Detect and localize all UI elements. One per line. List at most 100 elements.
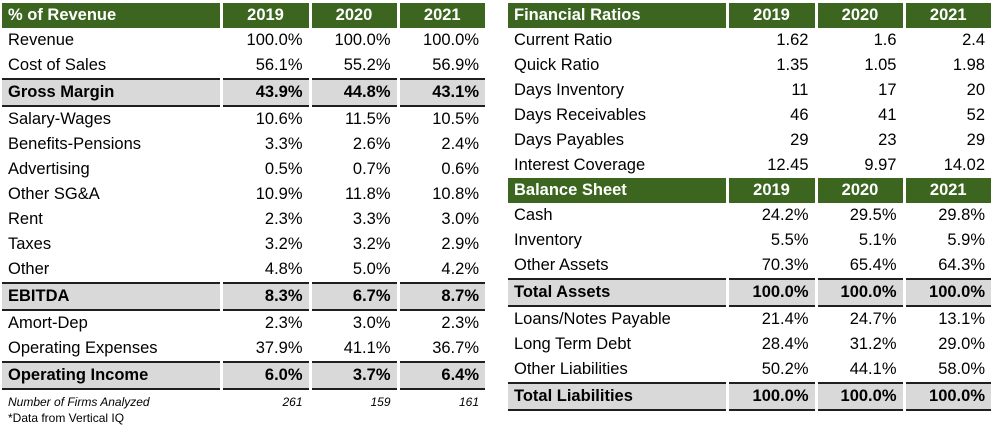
row-label: Rent bbox=[8, 210, 43, 228]
value-2020: 2.6% bbox=[308, 132, 398, 157]
value-2019: 1.62 bbox=[725, 28, 816, 53]
table-row: Other 4.8% 5.0% 4.2% bbox=[2, 257, 485, 283]
value-2020: 3.3% bbox=[308, 207, 398, 232]
value-2019: 2.3% bbox=[219, 310, 310, 336]
table-row: Cost of Sales 56.1% 55.2% 56.9% bbox=[2, 53, 485, 79]
firms-analyzed-2019: 261 bbox=[219, 389, 310, 412]
table-row: Loans/Notes Payable 21.4% 24.7% 13.1% bbox=[508, 306, 991, 332]
value-2019: 43.9% bbox=[219, 78, 310, 107]
value-2019: 37.9% bbox=[219, 336, 310, 362]
value-2019: 56.1% bbox=[219, 53, 310, 79]
value-2020: 41 bbox=[814, 103, 904, 128]
value-2020: 65.4% bbox=[814, 253, 904, 279]
table-row: Other SG&A 10.9% 11.8% 10.8% bbox=[2, 182, 485, 207]
row-label: Advertising bbox=[8, 160, 90, 178]
table-row: Revenue 100.0% 100.0% 100.0% bbox=[2, 28, 485, 53]
firms-analyzed-label: Number of Firms Analyzed bbox=[8, 395, 150, 409]
value-2019: 70.3% bbox=[725, 253, 816, 279]
total-row: Operating Income 6.0% 3.7% 6.4% bbox=[2, 361, 485, 390]
header-2021: 2021 bbox=[904, 3, 991, 28]
value-2021: 56.9% bbox=[396, 53, 485, 79]
value-2019: 100.0% bbox=[219, 28, 310, 53]
header-label: Balance Sheet bbox=[508, 178, 729, 203]
value-2021: 52 bbox=[902, 103, 991, 128]
ratios-table-header: Financial Ratios 2019 2020 2021 bbox=[508, 3, 991, 28]
value-2021: 1.98 bbox=[902, 53, 991, 78]
value-2020: 11.8% bbox=[308, 182, 398, 207]
revenue-percent-table: % of Revenue 2019 2020 2021 Revenue 100.0… bbox=[2, 3, 485, 412]
table-row: Benefits-Pensions 3.3% 2.6% 2.4% bbox=[2, 132, 485, 157]
value-2019: 4.8% bbox=[219, 257, 310, 283]
row-label: Quick Ratio bbox=[514, 56, 600, 74]
value-2020: 6.7% bbox=[308, 282, 398, 311]
value-2020: 100.0% bbox=[814, 278, 904, 307]
value-2019: 8.3% bbox=[219, 282, 310, 311]
value-2021: 29.0% bbox=[902, 332, 991, 357]
row-label: Other bbox=[8, 260, 50, 278]
row-label: Cost of Sales bbox=[8, 56, 107, 74]
value-2021: 3.0% bbox=[396, 207, 485, 232]
row-label: Operating Income bbox=[2, 361, 221, 390]
value-2020: 29.5% bbox=[814, 203, 904, 228]
ratios-and-balance-table: Financial Ratios 2019 2020 2021 Current … bbox=[508, 3, 991, 411]
value-2021: 20 bbox=[902, 78, 991, 103]
table-row: Days Inventory 11 17 20 bbox=[508, 78, 991, 103]
value-2021: 6.4% bbox=[396, 361, 485, 390]
table-row: Advertising 0.5% 0.7% 0.6% bbox=[2, 157, 485, 182]
table-row: Taxes 3.2% 3.2% 2.9% bbox=[2, 232, 485, 257]
value-2019: 24.2% bbox=[725, 203, 816, 228]
value-2019: 0.5% bbox=[219, 157, 310, 182]
row-label: Revenue bbox=[8, 31, 75, 49]
row-label: Salary-Wages bbox=[8, 110, 112, 128]
value-2020: 3.2% bbox=[308, 232, 398, 257]
value-2021: 2.4% bbox=[396, 132, 485, 157]
header-2021: 2021 bbox=[398, 3, 485, 28]
value-2021: 58.0% bbox=[902, 357, 991, 383]
value-2019: 5.5% bbox=[725, 228, 816, 253]
row-label: Days Payables bbox=[514, 131, 625, 149]
row-label: Long Term Debt bbox=[514, 335, 632, 353]
table-row: Interest Coverage 12.45 9.97 14.02 bbox=[508, 153, 991, 178]
firms-analyzed-2021: 161 bbox=[396, 389, 485, 412]
header-label: Financial Ratios bbox=[508, 3, 729, 28]
value-2020: 11.5% bbox=[308, 106, 398, 132]
header-2019: 2019 bbox=[727, 3, 818, 28]
row-label: Loans/Notes Payable bbox=[514, 310, 671, 328]
table-row: Inventory 5.5% 5.1% 5.9% bbox=[508, 228, 991, 253]
table-row: Cash 24.2% 29.5% 29.8% bbox=[508, 203, 991, 228]
value-2020: 100.0% bbox=[308, 28, 398, 53]
row-label: Other SG&A bbox=[8, 185, 100, 203]
row-label: Taxes bbox=[8, 235, 52, 253]
row-label: Other Liabilities bbox=[514, 360, 628, 378]
header-2021: 2021 bbox=[904, 178, 991, 203]
total-row: Total Liabilities 100.0% 100.0% 100.0% bbox=[508, 382, 991, 411]
value-2020: 5.1% bbox=[814, 228, 904, 253]
table-row: Other Assets 70.3% 65.4% 64.3% bbox=[508, 253, 991, 279]
value-2019: 6.0% bbox=[219, 361, 310, 390]
row-label: Operating Expenses bbox=[8, 339, 158, 357]
row-label: EBITDA bbox=[2, 282, 221, 311]
value-2019: 28.4% bbox=[725, 332, 816, 357]
value-2021: 64.3% bbox=[902, 253, 991, 279]
total-row: EBITDA 8.3% 6.7% 8.7% bbox=[2, 282, 485, 311]
value-2019: 100.0% bbox=[725, 382, 816, 411]
value-2019: 10.6% bbox=[219, 106, 310, 132]
value-2020: 100.0% bbox=[814, 382, 904, 411]
row-label: Benefits-Pensions bbox=[8, 135, 141, 153]
value-2021: 2.4 bbox=[902, 28, 991, 53]
header-2020: 2020 bbox=[816, 178, 906, 203]
table-row: Current Ratio 1.62 1.6 2.4 bbox=[508, 28, 991, 53]
value-2020: 5.0% bbox=[308, 257, 398, 283]
value-2020: 1.05 bbox=[814, 53, 904, 78]
value-2019: 50.2% bbox=[725, 357, 816, 383]
row-label: Gross Margin bbox=[2, 78, 221, 107]
value-2021: 5.9% bbox=[902, 228, 991, 253]
row-label: Days Inventory bbox=[514, 81, 625, 99]
row-label: Total Assets bbox=[508, 278, 727, 307]
balance-sheet-header: Balance Sheet 2019 2020 2021 bbox=[508, 178, 991, 203]
row-label: Other Assets bbox=[514, 256, 609, 274]
value-2021: 0.6% bbox=[396, 157, 485, 182]
table-row: Other Liabilities 50.2% 44.1% 58.0% bbox=[508, 357, 991, 383]
value-2020: 0.7% bbox=[308, 157, 398, 182]
firms-analyzed-row: Number of Firms Analyzed 261 159 161 bbox=[2, 389, 485, 412]
